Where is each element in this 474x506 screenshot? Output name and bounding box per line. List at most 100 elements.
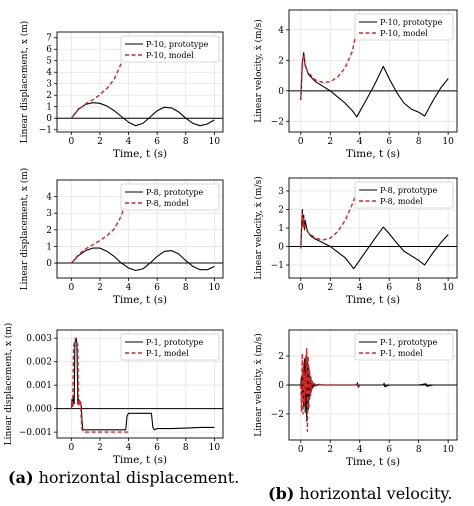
chart-b1-legend-label: P-10, model <box>380 29 428 38</box>
chart-a1-ytick-label: −1 <box>39 126 52 136</box>
chart-a1-legend: P-10, prototype P-10, model <box>120 35 220 63</box>
caption-b-tag: (b) <box>268 484 295 503</box>
chart-a3-ytick-label: 0.003 <box>26 334 52 344</box>
chart-b2-legend-label: P-8, model <box>380 197 423 206</box>
caption-a: (a) horizontal displacement. <box>8 468 239 487</box>
chart-a1-series-model <box>70 42 130 119</box>
chart-a3-legend: P-1, prototype P-1, model <box>120 333 220 361</box>
chart-a1-ytick-label: 0 <box>46 114 52 124</box>
chart-b2-legend: P-8, prototype P-8, model <box>354 181 454 209</box>
chart-b2-xtick-label: 8 <box>416 283 422 293</box>
chart-b2-legend-box <box>354 181 454 209</box>
chart-a3-xtick-label: 0 <box>68 443 74 453</box>
chart-a3-ytick-label: 0.001 <box>26 381 52 391</box>
chart-b3-xtick-label: 8 <box>416 445 422 455</box>
chart-b1-frame <box>288 9 458 133</box>
chart-a1-legend-label: P-10, prototype <box>146 40 209 49</box>
chart-b1-xlabel: Time, t (s) <box>346 148 400 160</box>
chart-a3-ylabel: Linear displacement, x (m) <box>3 323 14 446</box>
caption-a-tag: (a) <box>8 468 34 487</box>
chart-b2-ytick-label: 0 <box>278 243 284 253</box>
chart-a2-xtick-label: 2 <box>97 283 103 293</box>
chart-b3-ylabel: Linear velocity, ẋ (m/s) <box>253 333 264 437</box>
chart-b3-xtick-label: 2 <box>327 445 333 455</box>
chart-b2-xtick-label: 10 <box>442 283 454 293</box>
chart-a3: 0 2 4 6 8 10 −0.001 0.000 0.001 0.002 0.003 Time, t… <box>3 323 224 466</box>
chart-b3-legend: P-1, prototype P-1, model <box>354 333 454 361</box>
chart-a3-ytick-label: −0.001 <box>19 428 52 438</box>
chart-a2-xtick-label: 4 <box>126 283 132 293</box>
chart-a1-xlabel: Time, t (s) <box>113 148 167 160</box>
chart-a1-ytick-label: 5 <box>46 57 52 67</box>
chart-b3-legend-box <box>354 333 454 361</box>
chart-a3-xtick-label: 8 <box>183 443 189 453</box>
chart-a1-xtick-label: 10 <box>209 137 221 147</box>
chart-a1-ytick-label: 6 <box>46 45 52 55</box>
chart-b1-xtick-label: 8 <box>416 137 422 147</box>
chart-a1-ytick-label: 7 <box>46 34 52 44</box>
chart-b3-ytick-label: 0 <box>278 381 284 391</box>
chart-a2-ytick-label: 0 <box>46 259 52 269</box>
chart-a3-xtick-label: 6 <box>154 443 160 453</box>
chart-a2-ytick-label: 1 <box>46 242 52 252</box>
chart-b1-ytick-label: 0 <box>278 87 284 97</box>
chart-b1-xtick-label: 10 <box>442 137 454 147</box>
chart-a2-xtick-label: 6 <box>154 283 160 293</box>
chart-a3-xtick-label: 10 <box>209 443 221 453</box>
chart-a3-xtick-label: 2 <box>97 443 103 453</box>
chart-b1-series-prototype <box>300 52 449 118</box>
chart-a2-series-prototype <box>70 247 215 272</box>
chart-b1-ytick-label: 2 <box>278 56 284 66</box>
chart-b2-xtick-label: 2 <box>327 283 333 293</box>
chart-b2: 0 2 4 6 8 10 −1 0 1 2 3 Time, t (s) Linear velocity,… <box>253 176 458 306</box>
chart-a2-legend-label: P-8, model <box>146 199 189 208</box>
chart-b1-series-model <box>300 14 361 99</box>
chart-b1-xtick-label: 0 <box>298 137 304 147</box>
chart-b1-legend: P-10, prototype P-10, model <box>354 13 454 41</box>
chart-a2-xtick-label: 0 <box>68 283 74 293</box>
chart-b2-ytick-label: −1 <box>271 261 284 271</box>
chart-a2-frame <box>56 179 224 279</box>
chart-a3-legend-label: P-1, model <box>146 349 189 358</box>
chart-a2-xtick-label: 8 <box>183 283 189 293</box>
chart-a2-legend: P-8, prototype P-8, model <box>120 183 220 211</box>
chart-b3-xtick-label: 0 <box>298 445 304 455</box>
chart-b1-xtick-label: 4 <box>357 137 363 147</box>
chart-b3-legend-label: P-1, model <box>380 349 423 358</box>
chart-a2-legend-label: P-8, prototype <box>146 188 203 197</box>
chart-a3-ytick-label: 0.002 <box>26 358 52 368</box>
caption-b-text: horizontal velocity. <box>299 484 453 503</box>
chart-b1-ytick-label: −2 <box>271 117 284 127</box>
chart-a1-xtick-label: 6 <box>154 137 160 147</box>
chart-b2-ytick-label: 2 <box>278 205 284 215</box>
chart-a3-legend-box <box>120 333 220 361</box>
chart-a1-ytick-label: 2 <box>46 91 52 101</box>
chart-a1-ytick-label: 3 <box>46 80 52 90</box>
chart-a2-ytick-label: 2 <box>46 226 52 236</box>
chart-a1-legend-box <box>120 35 220 63</box>
chart-b1-ytick-label: 4 <box>278 26 284 36</box>
chart-a3-xlabel: Time, t (s) <box>113 454 167 466</box>
chart-b3: 0 2 4 6 8 10 −2 0 2 Time, t (s) Linear velocity, ẋ… <box>253 329 458 468</box>
chart-b2-ytick-label: 3 <box>278 187 284 197</box>
chart-a1-ylabel: Linear displacement, x (m) <box>19 21 30 144</box>
chart-b1-xtick-label: 2 <box>327 137 333 147</box>
chart-b3-legend-label: P-1, prototype <box>380 338 437 347</box>
chart-a1-ytick-label: 1 <box>46 103 52 113</box>
chart-a3-xtick-label: 4 <box>126 443 132 453</box>
chart-b2-ytick-label: 1 <box>278 224 284 234</box>
chart-b1-ylabel: Linear velocity, ẋ (m/s) <box>253 19 264 123</box>
chart-b2-xlabel: Time, t (s) <box>346 294 400 306</box>
chart-b3-xlabel: Time, t (s) <box>346 456 400 468</box>
chart-a2-ytick-label: 3 <box>46 209 52 219</box>
chart-b3-series-prototype <box>300 355 449 422</box>
chart-b2-xtick-label: 6 <box>386 283 392 293</box>
chart-a1-xtick-label: 0 <box>68 137 74 147</box>
chart-a1-frame <box>56 31 224 133</box>
chart-b1-legend-label: P-10, prototype <box>380 18 443 27</box>
chart-a1-ytick-label: 4 <box>46 68 52 78</box>
chart-a3-ytick-label: 0.000 <box>26 405 52 415</box>
